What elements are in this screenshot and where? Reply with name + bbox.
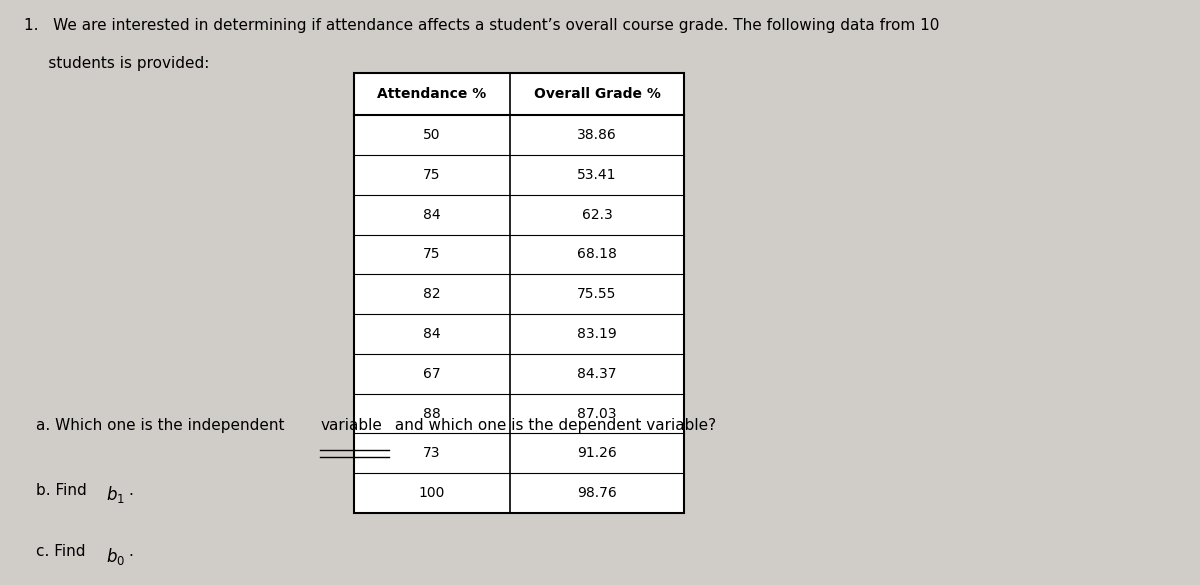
- Text: 67: 67: [424, 367, 440, 381]
- Text: 82: 82: [424, 287, 440, 301]
- Text: .: .: [128, 483, 133, 498]
- Text: 84: 84: [424, 208, 440, 222]
- Text: 62.3: 62.3: [582, 208, 612, 222]
- Text: Overall Grade %: Overall Grade %: [534, 87, 660, 101]
- Text: 68.18: 68.18: [577, 247, 617, 261]
- Text: 53.41: 53.41: [577, 168, 617, 182]
- Text: students is provided:: students is provided:: [24, 56, 209, 71]
- Text: $b_0$: $b_0$: [106, 546, 125, 567]
- Text: 73: 73: [424, 446, 440, 460]
- Text: and which one is the dependent variable?: and which one is the dependent variable?: [390, 418, 716, 433]
- Text: 91.26: 91.26: [577, 446, 617, 460]
- Text: 75: 75: [424, 168, 440, 182]
- Text: 98.76: 98.76: [577, 486, 617, 500]
- Text: 75: 75: [424, 247, 440, 261]
- Text: 83.19: 83.19: [577, 327, 617, 341]
- Text: $b_1$: $b_1$: [106, 484, 125, 505]
- Text: 87.03: 87.03: [577, 407, 617, 421]
- Text: 84: 84: [424, 327, 440, 341]
- Text: 1.   We are interested in determining if attendance affects a student’s overall : 1. We are interested in determining if a…: [24, 18, 940, 33]
- Text: .: .: [128, 544, 133, 559]
- Text: 84.37: 84.37: [577, 367, 617, 381]
- Text: a. Which one is the independent: a. Which one is the independent: [36, 418, 289, 433]
- Text: c. Find: c. Find: [36, 544, 90, 559]
- Text: 50: 50: [424, 128, 440, 142]
- Text: Attendance %: Attendance %: [377, 87, 487, 101]
- Text: b. Find: b. Find: [36, 483, 91, 498]
- Text: 100: 100: [419, 486, 445, 500]
- Text: 88: 88: [424, 407, 440, 421]
- Text: 38.86: 38.86: [577, 128, 617, 142]
- Text: 75.55: 75.55: [577, 287, 617, 301]
- Text: variable: variable: [320, 418, 383, 433]
